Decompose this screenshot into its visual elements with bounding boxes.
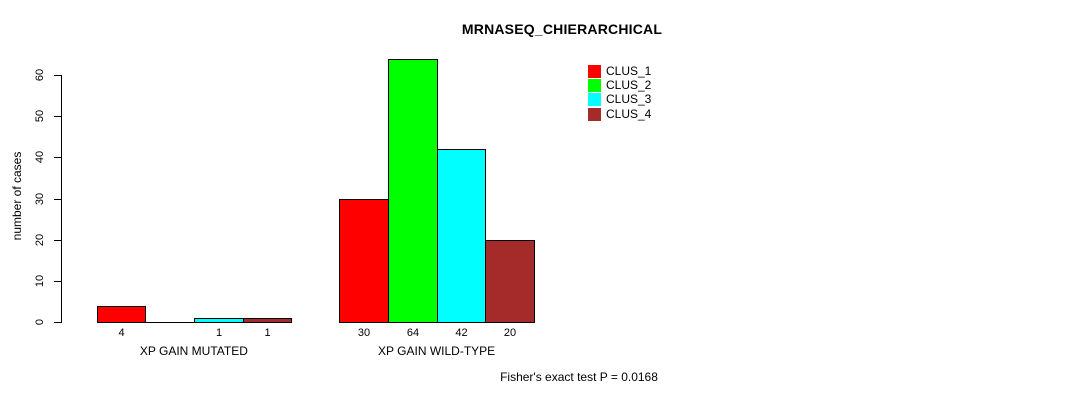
bar-value-label: 4 — [118, 327, 125, 339]
y-axis-tick — [54, 116, 61, 117]
y-tick-label: 10 — [34, 274, 46, 288]
bar-CLUS_4 — [243, 318, 292, 323]
y-axis-tick — [54, 322, 61, 323]
legend-item-CLUS_4: CLUS_4 — [588, 107, 651, 121]
y-tick-label: 0 — [34, 318, 46, 326]
bar-value-label: 64 — [406, 327, 420, 339]
legend-item-CLUS_3: CLUS_3 — [588, 93, 651, 107]
y-axis-tick — [54, 199, 61, 200]
legend-swatch-CLUS_4 — [588, 107, 601, 121]
y-axis-tick — [54, 281, 61, 282]
x-group-label: XP GAIN WILD-TYPE — [378, 344, 496, 358]
bar-value-label: 30 — [357, 327, 371, 339]
y-tick-label: 50 — [34, 109, 46, 123]
bar-value-label: 42 — [455, 327, 468, 339]
legend-label: CLUS_2 — [606, 78, 652, 93]
legend-swatch-CLUS_2 — [588, 79, 601, 93]
annotation-fisher-test: Fisher's exact test P = 0.0168 — [500, 370, 658, 384]
bar-CLUS_2 — [388, 59, 438, 323]
chart-title: MRNASEQ_CHIERARCHICAL — [461, 21, 663, 37]
legend-item-CLUS_1: CLUS_1 — [588, 64, 651, 78]
y-axis-tick — [54, 157, 61, 158]
y-axis-tick — [54, 240, 61, 241]
bar-value-label: 1 — [264, 327, 271, 339]
bar-CLUS_2-zero — [145, 322, 195, 323]
legend-label: CLUS_4 — [606, 106, 652, 121]
y-tick-label: 20 — [34, 233, 46, 247]
bar-CLUS_1 — [97, 306, 146, 323]
y-tick-label: 40 — [34, 150, 46, 164]
bar-CLUS_1 — [339, 199, 389, 323]
bar-CLUS_4 — [485, 240, 535, 323]
bar-value-label: 1 — [215, 327, 223, 339]
legend-label: CLUS_3 — [606, 92, 652, 107]
legend-swatch-CLUS_3 — [588, 93, 601, 107]
x-group-label: XP GAIN MUTATED — [139, 344, 248, 358]
y-axis-line — [61, 75, 62, 323]
bar-value-label: 20 — [503, 327, 517, 339]
y-tick-label: 60 — [34, 68, 46, 82]
legend-swatch-CLUS_1 — [588, 64, 601, 78]
legend-item-CLUS_2: CLUS_2 — [588, 78, 652, 93]
y-tick-label: 30 — [34, 192, 46, 206]
legend: CLUS_1 CLUS_2 CLUS_3 CLUS_4 — [588, 64, 651, 122]
legend-label: CLUS_1 — [606, 63, 652, 78]
bar-CLUS_3 — [437, 149, 486, 323]
bar-CLUS_3 — [194, 318, 244, 323]
y-axis-tick — [54, 75, 61, 76]
